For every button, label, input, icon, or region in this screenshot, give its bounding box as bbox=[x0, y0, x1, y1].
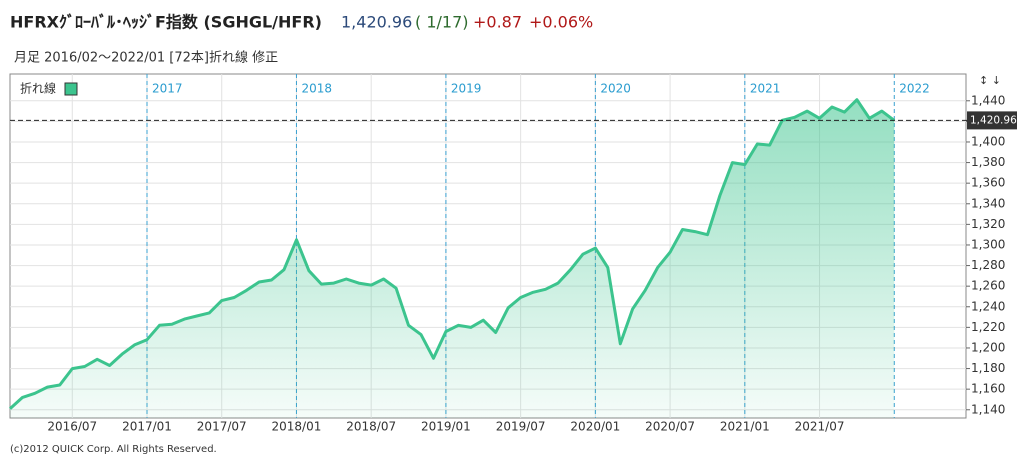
y-tick-label: 1,360 bbox=[971, 176, 1005, 190]
y-tick-label: 1,400 bbox=[971, 134, 1005, 148]
y-tick-label: 1,240 bbox=[971, 299, 1005, 313]
x-tick-label: 2020/01 bbox=[570, 420, 620, 434]
year-label: 2017 bbox=[152, 82, 183, 96]
subtitle: 月足 2016/02～2022/01 [72本]折れ線 修正 bbox=[14, 50, 278, 66]
y-tick-label: 1,220 bbox=[971, 320, 1005, 334]
year-label: 2022 bbox=[899, 82, 930, 96]
change: +0.87 bbox=[473, 13, 522, 32]
last-label: 1,420.96 bbox=[970, 114, 1017, 126]
year-label: 2020 bbox=[600, 82, 631, 96]
y-tick-label: 1,280 bbox=[971, 258, 1005, 272]
change-pct: +0.06% bbox=[529, 13, 593, 32]
area-fill bbox=[10, 99, 895, 418]
legend-label: 折れ線 bbox=[20, 81, 56, 96]
y-tick-label: 1,140 bbox=[971, 402, 1005, 416]
x-tick-label: 2018/01 bbox=[272, 420, 322, 434]
x-tick-label: 2016/07 bbox=[47, 420, 97, 434]
legend-swatch bbox=[64, 82, 78, 96]
x-tick-label: 2019/01 bbox=[421, 420, 471, 434]
line bbox=[8, 98, 896, 410]
y-tick-label: 1,300 bbox=[971, 237, 1005, 251]
copyright: (c)2012 QUICK Corp. All Rights Reserved. bbox=[10, 444, 217, 455]
y-tick-label: 1,380 bbox=[971, 155, 1005, 169]
y-tick-label: 1,440 bbox=[971, 93, 1005, 107]
y-tick-label: 1,180 bbox=[971, 361, 1005, 375]
y-tick-label: 1,160 bbox=[971, 382, 1005, 396]
y-tick-label: 1,200 bbox=[971, 340, 1005, 354]
x-tick-label: 2018/07 bbox=[346, 420, 396, 434]
x-tick-label: 2020/07 bbox=[645, 420, 695, 434]
x-tick-label: 2017/01 bbox=[122, 420, 172, 434]
title: HFRXｸﾞﾛｰﾊﾞﾙ･ﾍｯｼﾞF指数 (SGHGL/HFR) bbox=[10, 13, 322, 32]
x-tick-label: 2021/07 bbox=[795, 420, 845, 434]
year-label: 2018 bbox=[301, 82, 332, 96]
y-tick-label: 1,260 bbox=[971, 279, 1005, 293]
last-box bbox=[967, 111, 1017, 130]
year-label: 2019 bbox=[451, 82, 482, 96]
y-tick-label: 1,320 bbox=[971, 217, 1005, 231]
y-tick-label: 1,340 bbox=[971, 196, 1005, 210]
axis-icons[interactable]: ↕ ↓ bbox=[979, 74, 1001, 87]
x-tick-label: 2019/07 bbox=[496, 420, 546, 434]
x-tick-label: 2021/01 bbox=[720, 420, 770, 434]
year-label: 2021 bbox=[750, 82, 781, 96]
x-tick-label: 2017/07 bbox=[197, 420, 247, 434]
date: ( 1/17) bbox=[415, 13, 469, 32]
last-price: 1,420.96 bbox=[341, 13, 412, 32]
